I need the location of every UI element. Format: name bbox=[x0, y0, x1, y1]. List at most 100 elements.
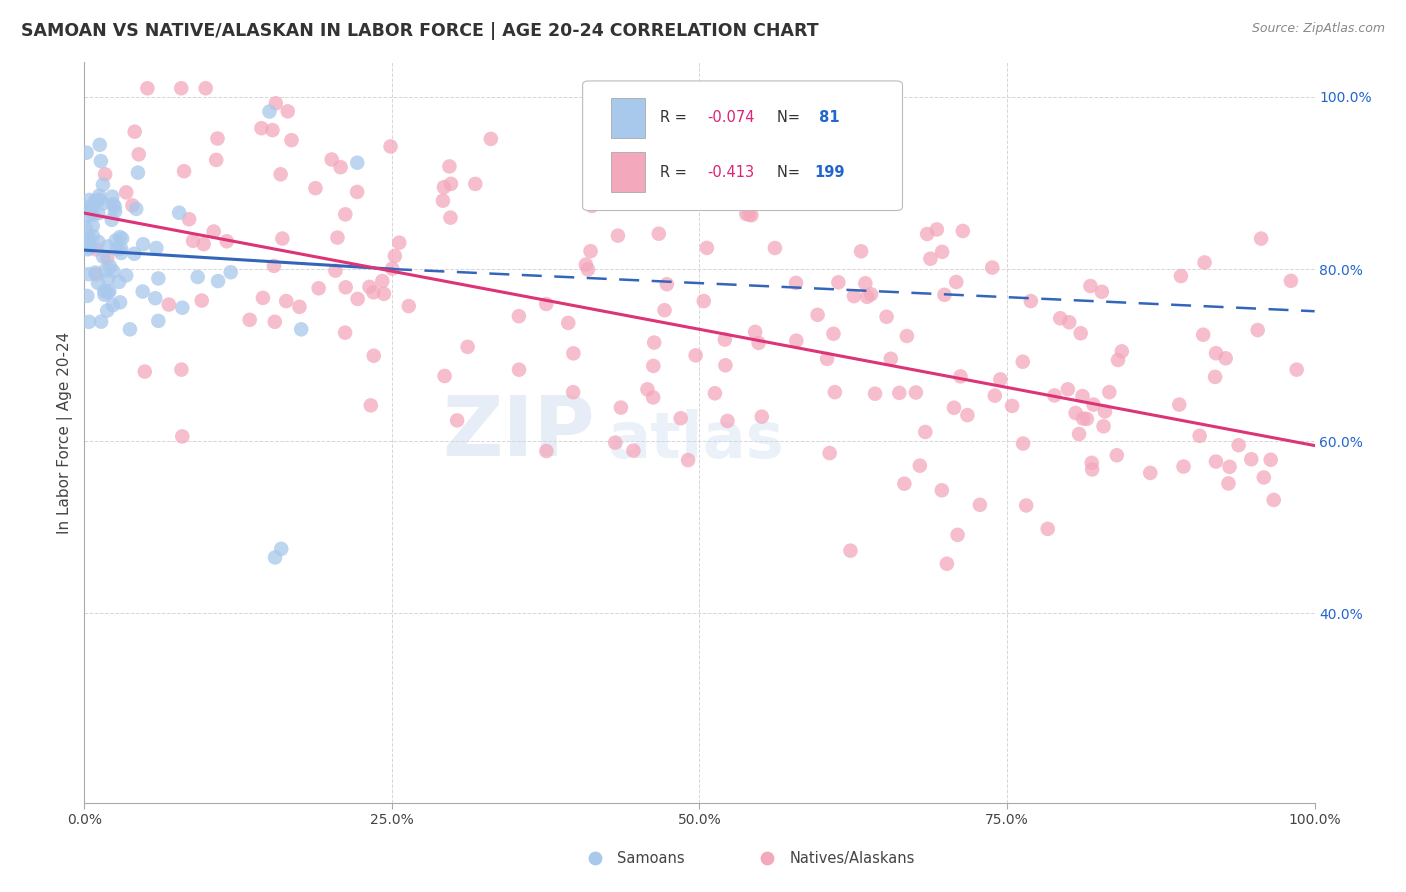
Text: atlas: atlas bbox=[607, 409, 785, 471]
Samoans bbox=[77, 241, 100, 255]
Natives/Alaskans bbox=[205, 153, 228, 167]
Natives/Alaskans bbox=[562, 346, 585, 360]
Natives/Alaskans bbox=[239, 313, 262, 327]
Natives/Alaskans bbox=[785, 276, 807, 290]
Natives/Alaskans bbox=[190, 293, 212, 308]
Natives/Alaskans bbox=[335, 280, 357, 294]
Natives/Alaskans bbox=[1049, 311, 1071, 326]
Samoans bbox=[84, 266, 107, 280]
Natives/Alaskans bbox=[215, 234, 238, 248]
Natives/Alaskans bbox=[508, 309, 530, 323]
Natives/Alaskans bbox=[863, 386, 886, 401]
Natives/Alaskans bbox=[562, 385, 585, 400]
Natives/Alaskans bbox=[576, 262, 599, 277]
Samoans bbox=[91, 196, 114, 211]
Samoans bbox=[167, 205, 190, 219]
Natives/Alaskans bbox=[643, 391, 665, 405]
Natives/Alaskans bbox=[325, 263, 347, 277]
Samoans bbox=[104, 200, 127, 214]
Text: Samoans: Samoans bbox=[617, 851, 685, 866]
Samoans bbox=[98, 284, 121, 298]
Natives/Alaskans bbox=[1091, 285, 1114, 299]
Natives/Alaskans bbox=[860, 287, 883, 301]
Natives/Alaskans bbox=[1204, 370, 1226, 384]
Natives/Alaskans bbox=[990, 372, 1012, 386]
Natives/Alaskans bbox=[1260, 452, 1282, 467]
Samoans bbox=[75, 200, 97, 214]
Natives/Alaskans bbox=[433, 368, 456, 383]
Natives/Alaskans bbox=[1107, 353, 1129, 368]
Natives/Alaskans bbox=[1253, 470, 1275, 484]
Samoans bbox=[264, 550, 287, 565]
Natives/Alaskans bbox=[605, 435, 627, 450]
Natives/Alaskans bbox=[333, 326, 356, 340]
Samoans bbox=[82, 228, 104, 243]
Text: -0.074: -0.074 bbox=[707, 111, 755, 126]
Samoans bbox=[103, 264, 125, 278]
Natives/Alaskans bbox=[446, 413, 468, 427]
Natives/Alaskans bbox=[896, 329, 918, 343]
Samoans bbox=[82, 200, 104, 214]
Natives/Alaskans bbox=[270, 167, 292, 181]
Natives/Alaskans bbox=[115, 186, 138, 200]
Natives/Alaskans bbox=[704, 126, 727, 140]
Samoans bbox=[89, 188, 111, 202]
Samoans bbox=[110, 246, 132, 260]
Natives/Alaskans bbox=[969, 498, 991, 512]
Natives/Alaskans bbox=[1285, 362, 1308, 376]
Natives/Alaskans bbox=[1071, 389, 1094, 403]
Natives/Alaskans bbox=[610, 401, 633, 415]
Natives/Alaskans bbox=[751, 409, 773, 424]
Natives/Alaskans bbox=[815, 351, 838, 366]
Natives/Alaskans bbox=[359, 280, 381, 294]
Natives/Alaskans bbox=[925, 222, 948, 236]
Natives/Alaskans bbox=[827, 275, 849, 289]
Natives/Alaskans bbox=[1012, 436, 1035, 450]
Samoans bbox=[172, 301, 194, 315]
Samoans bbox=[77, 315, 100, 329]
Natives/Alaskans bbox=[1173, 459, 1195, 474]
Natives/Alaskans bbox=[288, 300, 311, 314]
Natives/Alaskans bbox=[207, 131, 229, 145]
Natives/Alaskans bbox=[1098, 385, 1121, 400]
Natives/Alaskans bbox=[824, 385, 846, 400]
Natives/Alaskans bbox=[1081, 462, 1104, 476]
Text: ZIP: ZIP bbox=[443, 392, 595, 473]
Natives/Alaskans bbox=[655, 277, 678, 292]
Natives/Alaskans bbox=[384, 249, 406, 263]
Natives/Alaskans bbox=[380, 139, 402, 153]
Natives/Alaskans bbox=[643, 335, 665, 350]
Natives/Alaskans bbox=[479, 132, 502, 146]
Natives/Alaskans bbox=[276, 294, 298, 309]
Samoans bbox=[108, 295, 131, 310]
Samoans bbox=[76, 145, 98, 160]
Natives/Alaskans bbox=[1015, 499, 1038, 513]
Natives/Alaskans bbox=[96, 252, 118, 266]
Samoans bbox=[94, 263, 117, 277]
Samoans bbox=[111, 232, 134, 246]
Natives/Alaskans bbox=[621, 443, 644, 458]
Natives/Alaskans bbox=[842, 289, 865, 303]
Samoans bbox=[96, 303, 118, 318]
Natives/Alaskans bbox=[202, 225, 225, 239]
Samoans bbox=[97, 272, 120, 286]
Natives/Alaskans bbox=[84, 267, 107, 281]
Natives/Alaskans bbox=[579, 244, 602, 259]
Natives/Alaskans bbox=[1094, 404, 1116, 418]
Samoans bbox=[90, 154, 112, 169]
Natives/Alaskans bbox=[1192, 327, 1215, 342]
Natives/Alaskans bbox=[920, 252, 942, 266]
Natives/Alaskans bbox=[1205, 346, 1227, 360]
Natives/Alaskans bbox=[880, 351, 903, 366]
Natives/Alaskans bbox=[946, 528, 969, 542]
Samoans bbox=[103, 197, 125, 211]
Samoans bbox=[83, 194, 105, 208]
Natives/Alaskans bbox=[703, 386, 725, 401]
Natives/Alaskans bbox=[1227, 438, 1250, 452]
Natives/Alaskans bbox=[945, 275, 967, 289]
Samoans bbox=[98, 260, 121, 274]
Natives/Alaskans bbox=[1250, 231, 1272, 245]
Samoans bbox=[87, 235, 110, 249]
Natives/Alaskans bbox=[136, 81, 159, 95]
Natives/Alaskans bbox=[280, 133, 302, 147]
